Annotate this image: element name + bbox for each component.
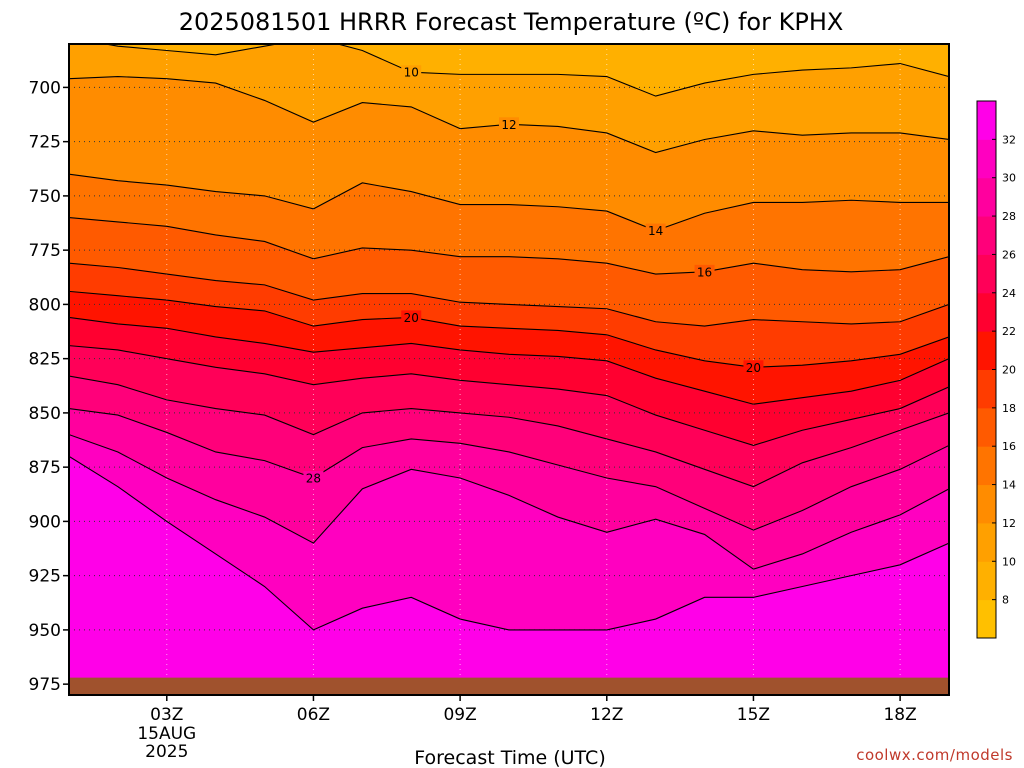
colorbar-swatch-26 bbox=[977, 216, 996, 255]
colorbar-swatch-16 bbox=[977, 407, 996, 447]
isotherm-label-12: 12 bbox=[501, 118, 516, 132]
colorbar-swatch-6 bbox=[977, 599, 996, 639]
plot-frame bbox=[68, 43, 950, 696]
isotherm-24 bbox=[69, 345, 949, 447]
isotherm-label-bg-20 bbox=[743, 360, 764, 375]
colorbar-swatch-30 bbox=[977, 139, 996, 179]
x-tick-label-06Z: 06Z bbox=[297, 705, 330, 725]
temp-band-26 bbox=[69, 376, 949, 531]
plot-area: 10 12 14 16 20 20 28 bbox=[69, 44, 949, 695]
colorbar-swatch-8 bbox=[977, 561, 996, 601]
colorbar-label-10: 10 bbox=[1002, 555, 1016, 568]
colorbar-label-18: 18 bbox=[1002, 402, 1016, 415]
isotherm-14 bbox=[69, 173, 949, 232]
isotherm-label-bg-10 bbox=[401, 65, 422, 80]
y-tick-label-725: 725 bbox=[29, 133, 61, 153]
y-tick-label-975: 975 bbox=[29, 675, 61, 695]
colorbar-label-26: 26 bbox=[1002, 248, 1016, 261]
y-tick-label-950: 950 bbox=[29, 621, 61, 641]
isotherm-label-14: 14 bbox=[648, 224, 663, 238]
isotherm-label-bg-12 bbox=[499, 117, 519, 132]
isotherm-18 bbox=[69, 262, 949, 327]
temp-band-32 bbox=[69, 456, 949, 695]
isotherm-label-20: 20 bbox=[746, 361, 761, 375]
colorbar-label-32: 32 bbox=[1002, 133, 1016, 146]
isotherm-20 bbox=[69, 290, 949, 368]
isotherm-22 bbox=[69, 316, 949, 405]
temp-band-14 bbox=[69, 174, 949, 275]
colorbar-swatch-10 bbox=[977, 522, 996, 562]
x-tick-label-03Z: 03Z bbox=[150, 705, 183, 725]
colorbar-label-20: 20 bbox=[1002, 364, 1016, 377]
x-axis-label: Forecast Time (UTC) bbox=[414, 747, 605, 768]
temp-band-20 bbox=[69, 291, 949, 405]
temp-band-8 bbox=[105, 44, 949, 97]
colorbar-swatch-20 bbox=[977, 331, 996, 370]
y-tick-label-925: 925 bbox=[29, 567, 61, 587]
colorbar-swatch-32 bbox=[977, 101, 996, 140]
colorbar-label-12: 12 bbox=[1002, 517, 1016, 530]
colorbar-swatch-12 bbox=[977, 484, 996, 524]
temperature-bands bbox=[69, 44, 949, 695]
isotherm-label-bg-14 bbox=[645, 223, 666, 238]
y-tick-label-700: 700 bbox=[29, 78, 61, 98]
temp-band-24 bbox=[69, 345, 949, 487]
y-axis: 700 725 750 775 800 825 850 875 900 925 950 975 bbox=[29, 78, 69, 695]
colorbar-label-16: 16 bbox=[1002, 440, 1016, 453]
isotherm-10 bbox=[102, 44, 949, 97]
colorbar-swatch-28 bbox=[977, 177, 996, 217]
colorbar-swatch-14 bbox=[977, 446, 996, 486]
x-date-label: 15AUG bbox=[137, 724, 196, 744]
y-tick-label-875: 875 bbox=[29, 458, 61, 478]
isotherm-30 bbox=[69, 434, 949, 570]
y-tick-label-800: 800 bbox=[29, 295, 61, 315]
colorbar-label-28: 28 bbox=[1002, 210, 1016, 223]
isotherm-label-28: 28 bbox=[306, 472, 321, 486]
chart-title: 2025081501 HRRR Forecast Temperature (ºC… bbox=[179, 8, 844, 36]
temp-band-16 bbox=[69, 217, 949, 327]
credit-link[interactable]: coolwx.com/models bbox=[856, 746, 1013, 764]
x-tick-label-15Z: 15Z bbox=[737, 705, 770, 725]
colorbar-swatch-24 bbox=[977, 254, 996, 294]
isotherm-label-10: 10 bbox=[404, 66, 419, 80]
colorbar-label-22: 22 bbox=[1002, 325, 1016, 338]
colorbar-label-14: 14 bbox=[1002, 479, 1016, 492]
isotherm-26 bbox=[69, 375, 949, 488]
isotherm-label-16: 16 bbox=[697, 265, 712, 279]
x-tick-label-18Z: 18Z bbox=[883, 705, 916, 725]
ground-fill bbox=[69, 677, 949, 695]
isotherm-lines bbox=[69, 44, 949, 631]
colorbar-swatch-18 bbox=[977, 369, 996, 409]
x-tick-label-12Z: 12Z bbox=[590, 705, 623, 725]
colorbar-label-8: 8 bbox=[1002, 594, 1009, 607]
isotherm-label-bg-20 bbox=[401, 310, 422, 325]
y-tick-label-750: 750 bbox=[29, 187, 61, 207]
temp-band-28 bbox=[69, 408, 949, 570]
x-tick-label-09Z: 09Z bbox=[443, 705, 476, 725]
isotherm-label-20: 20 bbox=[404, 311, 419, 325]
isotherm-16 bbox=[69, 217, 949, 275]
y-tick-label-825: 825 bbox=[29, 350, 61, 370]
colorbar-label-24: 24 bbox=[1002, 287, 1016, 300]
temp-band-12 bbox=[69, 76, 949, 231]
colorbar-label-30: 30 bbox=[1002, 172, 1016, 185]
isotherm-28 bbox=[69, 408, 949, 531]
isotherm-32 bbox=[69, 455, 949, 631]
colorbar-swatch-22 bbox=[977, 292, 996, 332]
y-tick-label-775: 775 bbox=[29, 241, 61, 261]
temp-band-22 bbox=[69, 317, 949, 446]
isotherm-label-bg-16 bbox=[694, 264, 715, 279]
temp-band-10 bbox=[69, 44, 949, 153]
x-year-label: 2025 bbox=[145, 742, 188, 762]
y-tick-label-850: 850 bbox=[29, 404, 61, 424]
isotherm-label-bg-28 bbox=[303, 471, 324, 485]
isotherm-labels: 10 12 14 16 20 20 28 bbox=[303, 65, 764, 486]
y-tick-label-900: 900 bbox=[29, 512, 61, 532]
colorbar: 8 10 12 14 16 18 20 22 24 26 28 30 32 bbox=[976, 100, 1016, 639]
temp-band-30 bbox=[69, 434, 949, 630]
temp-band-18 bbox=[69, 263, 949, 368]
